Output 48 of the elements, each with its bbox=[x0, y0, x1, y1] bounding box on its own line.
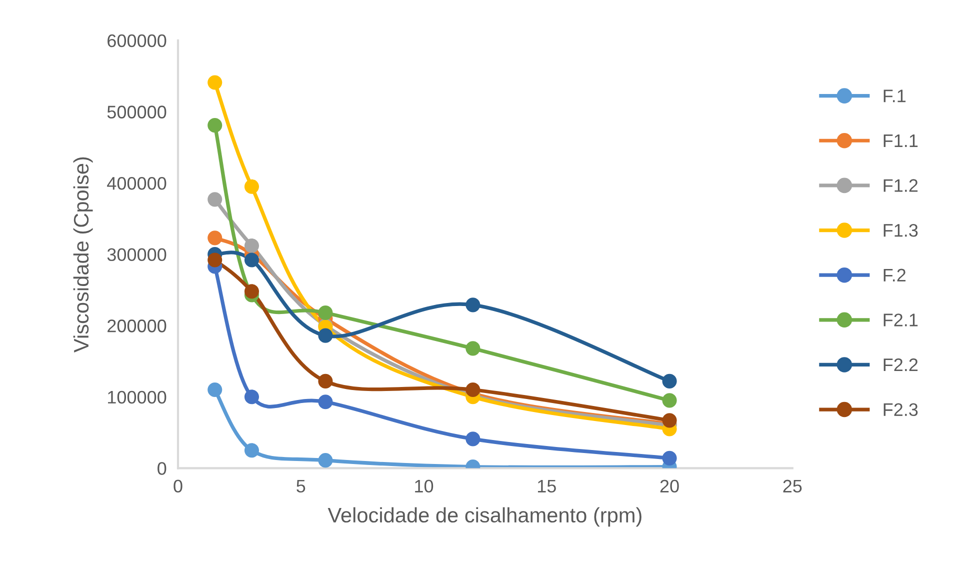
x-tick-label: 0 bbox=[174, 480, 182, 493]
point bbox=[208, 118, 222, 133]
y-axis-title: Viscosidade (Cpoise) bbox=[73, 157, 93, 352]
point bbox=[318, 394, 333, 410]
x-tick-label: 15 bbox=[538, 480, 556, 493]
point bbox=[662, 450, 677, 466]
y-tick-label: 600000 bbox=[108, 34, 166, 48]
legend-label: F2.3 bbox=[884, 403, 918, 416]
point bbox=[318, 328, 333, 343]
legend-label: F2.2 bbox=[884, 358, 918, 372]
x-tick-label: 20 bbox=[660, 480, 679, 493]
point bbox=[466, 341, 480, 356]
point bbox=[662, 413, 677, 428]
x-tick-label: 5 bbox=[296, 480, 306, 493]
legend-label: F1.1 bbox=[884, 134, 918, 147]
point bbox=[244, 179, 260, 194]
x-tick-label: 25 bbox=[783, 480, 802, 493]
point bbox=[208, 382, 222, 398]
point bbox=[244, 390, 260, 404]
y-tick-label: 0 bbox=[158, 462, 166, 475]
point bbox=[466, 382, 480, 398]
legend-label: F2.1 bbox=[884, 314, 918, 326]
point bbox=[208, 252, 222, 268]
point bbox=[318, 374, 333, 388]
point bbox=[244, 238, 260, 254]
point bbox=[244, 284, 260, 299]
y-tick-label: 100000 bbox=[108, 390, 166, 404]
legend-label: F1.2 bbox=[884, 179, 918, 192]
point bbox=[244, 443, 260, 458]
legend-label: F1.3 bbox=[884, 224, 918, 237]
y-tick-label: 500000 bbox=[107, 106, 166, 118]
point bbox=[208, 75, 222, 90]
point bbox=[662, 393, 677, 408]
y-tick-label: 200000 bbox=[108, 320, 166, 332]
y-tick-label: 400000 bbox=[107, 176, 166, 190]
point bbox=[466, 298, 480, 312]
point bbox=[662, 374, 677, 388]
point bbox=[318, 305, 333, 320]
y-tick-label: 300000 bbox=[107, 248, 166, 262]
x-tick-label: 10 bbox=[415, 480, 434, 493]
point bbox=[318, 453, 333, 468]
legend-label: F.2 bbox=[884, 268, 906, 282]
point bbox=[466, 432, 480, 446]
point bbox=[208, 230, 222, 246]
point bbox=[244, 252, 260, 268]
legend-label: F.1 bbox=[884, 90, 906, 102]
point bbox=[208, 192, 222, 207]
x-axis-title: Velocidade de cisalhamento (rpm) bbox=[328, 507, 642, 527]
